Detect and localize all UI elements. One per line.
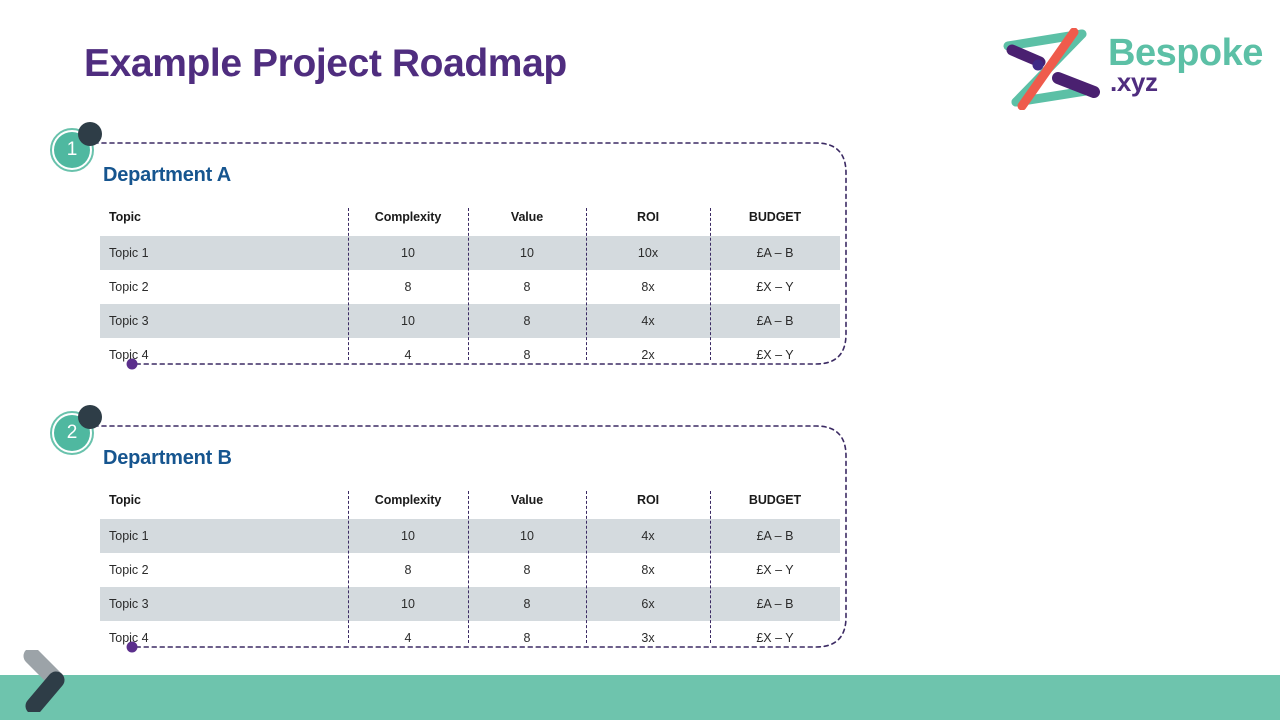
cell-value: 8 — [523, 631, 531, 645]
column-divider-4 — [710, 491, 711, 643]
cell-topic: Topic 2 — [109, 280, 149, 294]
column-divider-2 — [468, 208, 469, 360]
column-divider-1 — [348, 208, 349, 360]
badge-accent-dot-icon — [78, 405, 102, 429]
table-row: Topic 2 8 8 8x £X – Y — [100, 270, 840, 304]
cell-topic: Topic 1 — [100, 236, 348, 270]
table-header-row: Topic Complexity Value ROI BUDGET — [100, 483, 840, 519]
col-header-value: Value — [510, 210, 544, 224]
column-divider-3 — [586, 208, 587, 360]
cell-value: 8 — [523, 563, 531, 577]
column-divider-3 — [586, 491, 587, 643]
cell-complexity: 10 — [348, 587, 468, 621]
section-1-heading: Department A — [103, 164, 231, 186]
cell-topic: Topic 4 — [109, 348, 149, 362]
cell-complexity: 4 — [404, 348, 412, 362]
cell-complexity: 8 — [404, 280, 412, 294]
cell-roi: 8x — [641, 563, 655, 577]
cell-value: 10 — [468, 236, 586, 270]
cell-roi: 4x — [586, 519, 710, 553]
table-row: Topic 4 4 8 2x £X – Y — [100, 338, 840, 372]
table-row: Topic 1 10 10 4x £A – B — [100, 519, 840, 553]
table-row: Topic 3 10 8 4x £A – B — [100, 304, 840, 338]
badge-number: 1 — [66, 139, 78, 160]
cell-value: 10 — [468, 519, 586, 553]
cell-budget: £X – Y — [756, 348, 794, 362]
cell-complexity: 10 — [348, 519, 468, 553]
table-row: Topic 4 4 8 3x £X – Y — [100, 621, 840, 655]
cell-value: 8 — [523, 280, 531, 294]
cell-value: 8 — [468, 587, 586, 621]
cell-budget: £A – B — [710, 519, 840, 553]
cell-complexity: 10 — [348, 304, 468, 338]
table-row: Topic 3 10 8 6x £A – B — [100, 587, 840, 621]
col-header-value: Value — [510, 493, 544, 507]
cell-roi: 10x — [586, 236, 710, 270]
cell-topic: Topic 4 — [109, 631, 149, 645]
col-header-topic: Topic — [109, 210, 141, 224]
cell-budget: £A – B — [710, 236, 840, 270]
corner-chevron-icon — [22, 647, 92, 715]
column-divider-2 — [468, 491, 469, 643]
cell-budget: £X – Y — [756, 280, 794, 294]
cell-complexity: 4 — [404, 631, 412, 645]
col-header-budget: BUDGET — [748, 493, 802, 507]
col-header-roi: ROI — [637, 493, 659, 507]
page-title: Example Project Roadmap — [84, 42, 567, 85]
col-header-complexity: Complexity — [374, 493, 442, 507]
bespoke-z-mark-icon — [996, 27, 1108, 111]
cell-roi: 4x — [586, 304, 710, 338]
logo-word: Bespoke — [1108, 32, 1263, 74]
footer-band — [0, 675, 1280, 720]
cell-roi: 8x — [641, 280, 655, 294]
section-1-table: Topic Complexity Value ROI BUDGET Topic … — [100, 200, 840, 372]
cell-complexity: 10 — [348, 236, 468, 270]
cell-budget: £A – B — [710, 587, 840, 621]
cell-budget: £X – Y — [756, 563, 794, 577]
col-header-complexity: Complexity — [374, 210, 442, 224]
cell-topic: Topic 2 — [109, 563, 149, 577]
brand-logo[interactable]: Bespoke .xyz — [996, 27, 1263, 111]
col-header-roi: ROI — [637, 210, 659, 224]
column-divider-4 — [710, 208, 711, 360]
cell-roi: 3x — [641, 631, 655, 645]
badge-number: 2 — [66, 422, 78, 443]
cell-value: 8 — [468, 304, 586, 338]
cell-topic: Topic 3 — [100, 587, 348, 621]
table-row: Topic 1 10 10 10x £A – B — [100, 236, 840, 270]
cell-topic: Topic 3 — [100, 304, 348, 338]
section-2-heading: Department B — [103, 447, 232, 469]
badge-accent-dot-icon — [78, 122, 102, 146]
table-header-row: Topic Complexity Value ROI BUDGET — [100, 200, 840, 236]
step-badge-1[interactable]: 1 — [50, 122, 104, 176]
cell-value: 8 — [523, 348, 531, 362]
cell-budget: £X – Y — [756, 631, 794, 645]
section-1-table-wrap: Topic Complexity Value ROI BUDGET Topic … — [100, 200, 840, 372]
col-header-topic: Topic — [109, 493, 141, 507]
cell-topic: Topic 1 — [100, 519, 348, 553]
step-badge-2[interactable]: 2 — [50, 405, 104, 459]
section-2-table-wrap: Topic Complexity Value ROI BUDGET Topic … — [100, 483, 840, 655]
logo-tld: .xyz — [1110, 67, 1158, 97]
cell-budget: £A – B — [710, 304, 840, 338]
cell-complexity: 8 — [404, 563, 412, 577]
badge-ring — [50, 128, 94, 172]
logo-wordmark: Bespoke .xyz — [1108, 34, 1263, 108]
table-row: Topic 2 8 8 8x £X – Y — [100, 553, 840, 587]
section-2-table: Topic Complexity Value ROI BUDGET Topic … — [100, 483, 840, 655]
badge-ring — [50, 411, 94, 455]
cell-roi: 6x — [586, 587, 710, 621]
col-header-budget: BUDGET — [748, 210, 802, 224]
column-divider-1 — [348, 491, 349, 643]
footer-tagline: The Power Platform Experts. — [1025, 11, 1252, 30]
cell-roi: 2x — [641, 348, 655, 362]
